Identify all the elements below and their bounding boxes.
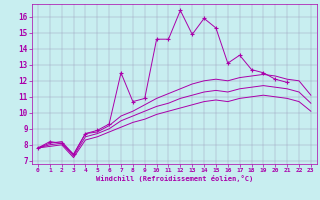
X-axis label: Windchill (Refroidissement éolien,°C): Windchill (Refroidissement éolien,°C) bbox=[96, 175, 253, 182]
